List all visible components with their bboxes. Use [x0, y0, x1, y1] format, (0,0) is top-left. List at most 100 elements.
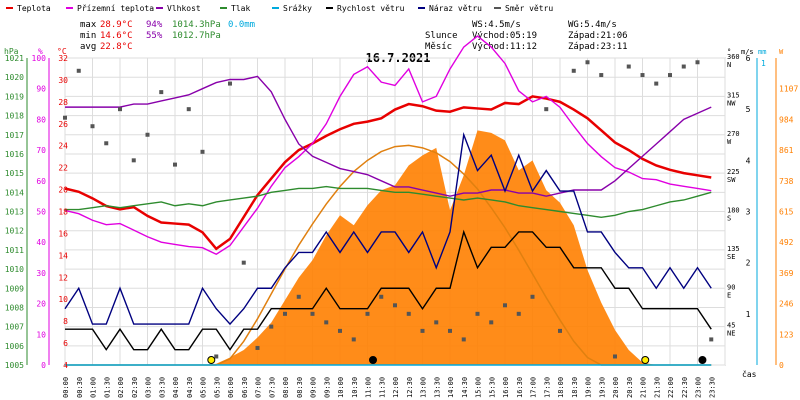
- wind-info-block: WS:4.5m/s WG:5.4m/s Slunce Východ:05:19 …: [425, 20, 628, 52]
- rain-tick-label: 1: [761, 59, 766, 68]
- x-tick-label: 01:00: [90, 377, 98, 398]
- x-tick-label: 13:30: [433, 377, 441, 398]
- direction-compass-label: N: [727, 61, 731, 69]
- x-tick-label: 14:30: [461, 377, 469, 398]
- radiation-tick-label: 984: [779, 115, 794, 124]
- wind-direction-point: [681, 64, 686, 69]
- humidity-tick-label: 20: [36, 300, 46, 309]
- axis-unit-label: m/s: [741, 48, 754, 56]
- pressure-tick-label: 1017: [5, 131, 24, 140]
- radiation-area: [65, 130, 712, 365]
- direction-compass-label: SE: [727, 253, 735, 261]
- wind-direction-point: [269, 324, 274, 329]
- stat-max-press: 1014.3hPa: [172, 20, 221, 30]
- temperature-tick-label: 12: [58, 273, 68, 282]
- x-tick-label: 10:00: [337, 377, 345, 398]
- legend-label: Náraz větru: [429, 4, 482, 13]
- direction-tick-label: 315: [727, 91, 740, 99]
- pressure-tick-label: 1007: [5, 323, 24, 332]
- wind-direction-point: [228, 81, 232, 86]
- wind-direction-point: [200, 149, 205, 154]
- wind-tick-label: 2: [746, 259, 751, 268]
- stat-max-hum: 94%: [146, 20, 163, 30]
- stat-min-label: min: [80, 31, 96, 41]
- x-tick-label: 18:30: [571, 377, 579, 398]
- x-tick-label: 05:00: [200, 377, 208, 398]
- series-line-n-raz-v-tru: [64, 131, 712, 326]
- x-tick-label: 07:30: [268, 377, 276, 398]
- wind-direction-point: [351, 337, 356, 342]
- radiation-tick-label: 861: [779, 146, 794, 155]
- wind-direction-point: [76, 68, 81, 73]
- pressure-tick-label: 1016: [5, 150, 24, 159]
- direction-tick-label: 45: [727, 322, 735, 330]
- axis-unit-label: hPa: [4, 47, 19, 56]
- wind-direction-point: [420, 328, 425, 333]
- temperature-tick-label: 20: [58, 186, 68, 195]
- temperature-tick-label: 14: [58, 251, 68, 260]
- radiation-tick-label: 369: [779, 269, 794, 278]
- temperature-tick-label: 30: [58, 76, 68, 85]
- pressure-tick-label: 1015: [5, 169, 24, 178]
- wind-direction-point: [214, 354, 219, 359]
- moonrise-marker: [369, 356, 377, 364]
- wind-direction-point: [145, 132, 150, 137]
- wind-direction-point: [516, 311, 521, 316]
- stat-min-hum: 55%: [146, 31, 163, 41]
- wind-direction-point: [159, 90, 164, 95]
- x-tick-label: 02:00: [117, 377, 125, 398]
- wind-direction-point: [571, 68, 576, 73]
- x-tick-label: 03:30: [158, 377, 166, 398]
- wind-direction-point: [640, 73, 645, 78]
- temperature-tick-label: 26: [58, 120, 68, 129]
- wind-direction-point: [131, 158, 136, 163]
- direction-tick-label: 225: [727, 168, 740, 176]
- wind-direction-point: [338, 328, 342, 333]
- wind-direction-point: [310, 311, 315, 316]
- humidity-tick-label: 50: [36, 208, 46, 217]
- stat-avg-label: avg: [80, 42, 96, 52]
- wind-direction-point: [544, 107, 549, 112]
- radiation-tick-label: 1107: [779, 85, 798, 94]
- x-tick-label: 19:00: [585, 377, 593, 398]
- x-tick-label: 21:00: [640, 377, 648, 398]
- x-tick-label: 00:30: [76, 377, 84, 398]
- x-tick-label: 20:30: [626, 377, 634, 398]
- wind-tick-label: 4: [746, 156, 751, 165]
- humidity-tick-label: 60: [36, 177, 46, 186]
- sun-rise: Východ:05:19: [472, 31, 537, 41]
- direction-compass-label: W: [727, 138, 732, 146]
- wind-direction-point: [104, 141, 109, 146]
- wind-tick-label: 1: [746, 310, 751, 319]
- wind-direction-point: [186, 107, 191, 112]
- axis-unit-label: °: [727, 48, 731, 56]
- radiation-tick-label: 246: [779, 300, 794, 309]
- pressure-tick-label: 1009: [5, 284, 24, 293]
- direction-compass-label: SW: [727, 176, 736, 184]
- wind-direction-point: [654, 81, 659, 86]
- stats-block: max 28.9°C 94% 1014.3hPa 0.0mm min 14.6°…: [80, 20, 255, 52]
- wind-direction-point: [695, 60, 700, 65]
- moon-set: Západ:23:11: [568, 42, 628, 52]
- wind-direction-point: [461, 337, 466, 342]
- moon-label: Měsíc: [425, 42, 452, 52]
- sunset-marker: [641, 356, 650, 364]
- wind-tick-label: 6: [746, 54, 751, 63]
- wind-direction-point: [503, 303, 507, 308]
- x-axis-label: čas: [742, 369, 757, 379]
- wind-direction-point: [324, 320, 329, 325]
- wind-direction-point: [241, 260, 246, 265]
- wind-gust-text: WG:5.4m/s: [568, 20, 617, 30]
- pressure-tick-label: 1014: [5, 188, 24, 197]
- temperature-tick-label: 6: [63, 339, 68, 348]
- stat-min-temp: 14.6°C: [100, 31, 133, 41]
- radiation-tick-label: 492: [779, 238, 794, 247]
- wind-direction-point: [379, 294, 384, 299]
- x-tick-label: 05:30: [213, 377, 221, 398]
- pressure-tick-label: 1021: [5, 54, 24, 63]
- series-line-tlak: [65, 185, 712, 218]
- series-line-rychlost-v-tru: [65, 229, 712, 351]
- series-line-p-zemn-teplota: [64, 35, 712, 256]
- radiation-tick-label: 615: [779, 208, 794, 217]
- humidity-tick-label: 100: [32, 54, 47, 63]
